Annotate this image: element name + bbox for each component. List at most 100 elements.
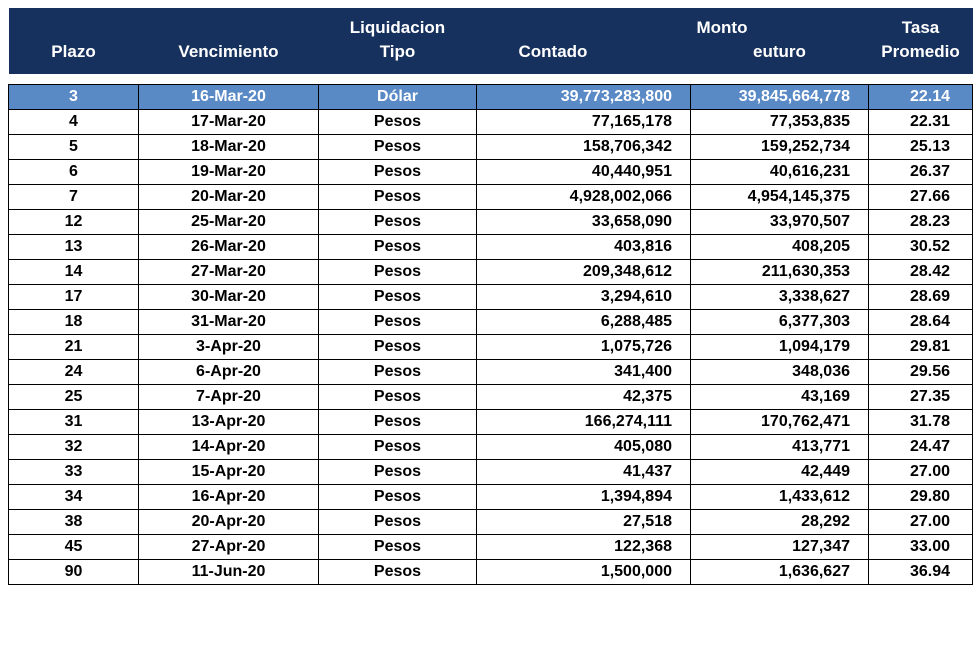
header-blank (139, 8, 319, 40)
cell-tasa: 27.66 (869, 184, 973, 209)
cell-contado: 41,437 (477, 459, 691, 484)
cell-vencimiento: 11-Jun-20 (139, 559, 319, 584)
header-blank (477, 8, 691, 40)
table-row: 3214-Apr-20Pesos405,080413,77124.47 (9, 434, 973, 459)
cell-futuro: 43,169 (691, 384, 869, 409)
cell-tipo: Pesos (319, 309, 477, 334)
table-row: 3416-Apr-20Pesos1,394,8941,433,61229.80 (9, 484, 973, 509)
cell-vencimiento: 30-Mar-20 (139, 284, 319, 309)
cell-vencimiento: 27-Mar-20 (139, 259, 319, 284)
cell-plazo: 31 (9, 409, 139, 434)
cell-futuro: 413,771 (691, 434, 869, 459)
cell-futuro: 28,292 (691, 509, 869, 534)
cell-vencimiento: 18-Mar-20 (139, 134, 319, 159)
cell-tasa: 29.80 (869, 484, 973, 509)
table-row: 518-Mar-20Pesos158,706,342159,252,73425.… (9, 134, 973, 159)
table-body: 316-Mar-20Dólar39,773,283,80039,845,664,… (9, 74, 973, 584)
table-row: 1225-Mar-20Pesos33,658,09033,970,50728.2… (9, 209, 973, 234)
cell-plazo: 38 (9, 509, 139, 534)
cell-vencimiento: 6-Apr-20 (139, 359, 319, 384)
cell-plazo: 4 (9, 109, 139, 134)
cell-tasa: 28.64 (869, 309, 973, 334)
header-tasa: Tasa (869, 8, 973, 40)
cell-contado: 6,288,485 (477, 309, 691, 334)
table-row: 9011-Jun-20Pesos1,500,0001,636,62736.94 (9, 559, 973, 584)
cell-tipo: Pesos (319, 509, 477, 534)
cell-tipo: Pesos (319, 409, 477, 434)
cell-contado: 39,773,283,800 (477, 84, 691, 109)
cell-vencimiento: 26-Mar-20 (139, 234, 319, 259)
cell-futuro: 408,205 (691, 234, 869, 259)
header-contado: Contado (477, 40, 691, 74)
cell-tipo: Pesos (319, 434, 477, 459)
header-monto: Monto (691, 8, 869, 40)
cell-plazo: 3 (9, 84, 139, 109)
cell-tasa: 36.94 (869, 559, 973, 584)
cell-tasa: 28.23 (869, 209, 973, 234)
cell-contado: 3,294,610 (477, 284, 691, 309)
cell-tipo: Pesos (319, 234, 477, 259)
cell-tipo: Pesos (319, 534, 477, 559)
cell-tasa: 25.13 (869, 134, 973, 159)
table-row: 213-Apr-20Pesos1,075,7261,094,17929.81 (9, 334, 973, 359)
cell-tasa: 27.35 (869, 384, 973, 409)
cell-contado: 403,816 (477, 234, 691, 259)
cell-tipo: Pesos (319, 459, 477, 484)
cell-plazo: 5 (9, 134, 139, 159)
cell-contado: 122,368 (477, 534, 691, 559)
cell-tasa: 22.14 (869, 84, 973, 109)
cell-plazo: 21 (9, 334, 139, 359)
table-row: 1730-Mar-20Pesos3,294,6103,338,62728.69 (9, 284, 973, 309)
cell-plazo: 18 (9, 309, 139, 334)
cell-contado: 27,518 (477, 509, 691, 534)
cell-contado: 1,075,726 (477, 334, 691, 359)
cell-tasa: 28.69 (869, 284, 973, 309)
cell-plazo: 25 (9, 384, 139, 409)
cell-tasa: 33.00 (869, 534, 973, 559)
cell-vencimiento: 17-Mar-20 (139, 109, 319, 134)
table-header: Liquidacion Monto Tasa Plazo Vencimiento… (9, 8, 973, 74)
cell-contado: 158,706,342 (477, 134, 691, 159)
cell-tipo: Pesos (319, 259, 477, 284)
cell-tasa: 27.00 (869, 509, 973, 534)
cell-plazo: 7 (9, 184, 139, 209)
cell-tasa: 30.52 (869, 234, 973, 259)
cell-tasa: 22.31 (869, 109, 973, 134)
table-row: 720-Mar-20Pesos4,928,002,0664,954,145,37… (9, 184, 973, 209)
cell-tasa: 24.47 (869, 434, 973, 459)
cell-plazo: 13 (9, 234, 139, 259)
table-row: 316-Mar-20Dólar39,773,283,80039,845,664,… (9, 84, 973, 109)
cell-plazo: 32 (9, 434, 139, 459)
cell-tasa: 31.78 (869, 409, 973, 434)
cell-vencimiento: 14-Apr-20 (139, 434, 319, 459)
cell-plazo: 14 (9, 259, 139, 284)
cell-contado: 405,080 (477, 434, 691, 459)
cell-vencimiento: 16-Apr-20 (139, 484, 319, 509)
cell-tipo: Pesos (319, 559, 477, 584)
cell-vencimiento: 7-Apr-20 (139, 384, 319, 409)
cell-vencimiento: 15-Apr-20 (139, 459, 319, 484)
cell-futuro: 40,616,231 (691, 159, 869, 184)
table-row: 3113-Apr-20Pesos166,274,111170,762,47131… (9, 409, 973, 434)
cell-futuro: 33,970,507 (691, 209, 869, 234)
header-liquidacion: Liquidacion (319, 8, 477, 40)
cell-plazo: 17 (9, 284, 139, 309)
cell-vencimiento: 13-Apr-20 (139, 409, 319, 434)
cell-futuro: 348,036 (691, 359, 869, 384)
header-plazo: Plazo (9, 40, 139, 74)
cell-contado: 341,400 (477, 359, 691, 384)
cell-plazo: 90 (9, 559, 139, 584)
cell-futuro: 6,377,303 (691, 309, 869, 334)
header-blank (9, 8, 139, 40)
cell-futuro: 1,433,612 (691, 484, 869, 509)
cell-vencimiento: 3-Apr-20 (139, 334, 319, 359)
cell-tipo: Pesos (319, 334, 477, 359)
cell-contado: 1,500,000 (477, 559, 691, 584)
cell-futuro: 211,630,353 (691, 259, 869, 284)
table-row: 417-Mar-20Pesos77,165,17877,353,83522.31 (9, 109, 973, 134)
cell-tipo: Pesos (319, 384, 477, 409)
cell-plazo: 33 (9, 459, 139, 484)
cell-tipo: Pesos (319, 134, 477, 159)
header-tipo: Tipo (319, 40, 477, 74)
cell-tipo: Pesos (319, 484, 477, 509)
